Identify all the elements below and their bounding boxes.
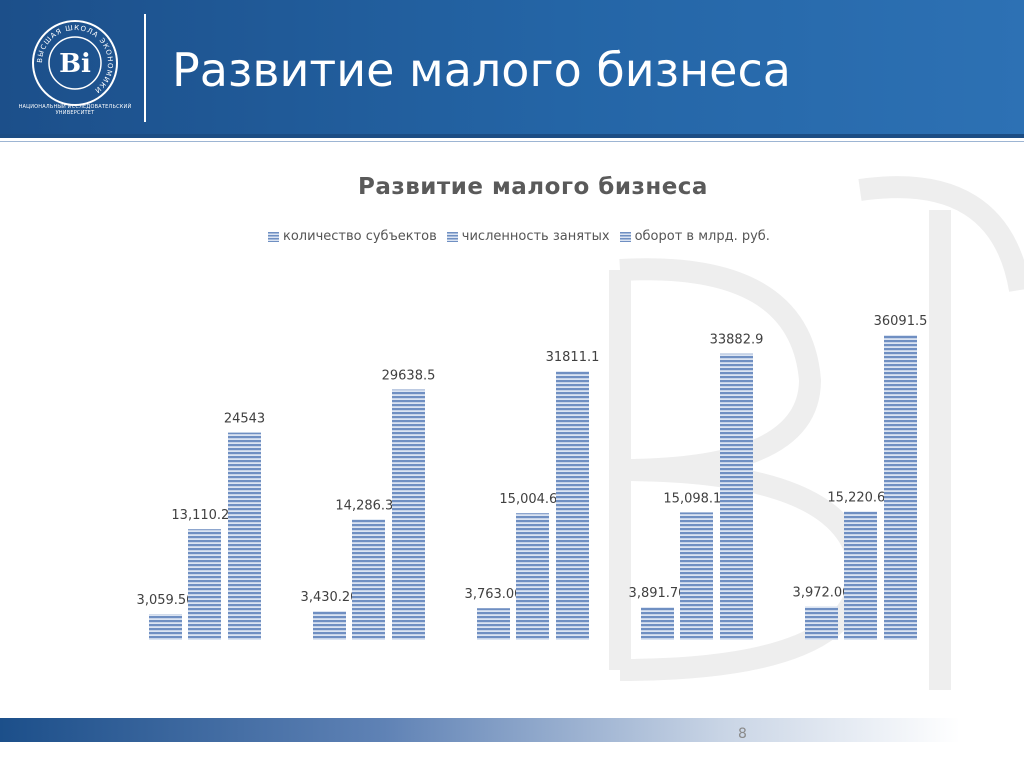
- data-label-series-1-group-4: 15,220.60: [827, 490, 893, 505]
- bar-series-2-group-2: [556, 371, 589, 640]
- data-label-series-2-group-1: 29638.5: [382, 369, 436, 384]
- legend-label: количество субъектов: [283, 229, 437, 244]
- data-label-series-2-group-4: 36091.5: [874, 314, 928, 329]
- legend-swatch: [268, 231, 279, 242]
- data-label-series-1-group-0: 13,110.20: [171, 508, 237, 523]
- bar-series-1-group-3: [680, 512, 713, 640]
- bar-series-0-group-0: [149, 614, 182, 640]
- bar-series-2-group-0: [228, 432, 261, 640]
- data-label-series-2-group-2: 31811.1: [546, 350, 600, 365]
- chart-title: Развитие малого бизнеса: [358, 174, 708, 200]
- bar-series-1-group-0: [188, 529, 221, 640]
- bar-series-0-group-2: [477, 608, 510, 640]
- legend-item-turnover: оборот в млрд. руб.: [619, 229, 770, 244]
- data-label-series-1-group-3: 15,098.10: [663, 491, 729, 506]
- data-label-series-0-group-3: 3,891.70: [629, 586, 687, 601]
- header-rule: [0, 134, 1024, 138]
- legend-swatch: [446, 231, 458, 242]
- data-label-series-1-group-1: 14,286.30: [335, 498, 401, 513]
- data-label-series-1-group-2: 15,004.60: [499, 492, 565, 507]
- university-logo-icon: ВЫСШАЯ ШКОЛА ЭКОНОМИКИ Ві: [32, 20, 118, 106]
- bar-series-0-group-3: [641, 607, 674, 640]
- legend-item-employed: численность занятых: [446, 229, 610, 244]
- bar-series-2-group-4: [884, 335, 917, 640]
- page-number: 8: [738, 726, 747, 742]
- data-label-series-0-group-0: 3,059.50: [137, 593, 195, 608]
- chart-legend: количество субъектов численность занятых…: [268, 229, 780, 244]
- bar-series-1-group-1: [352, 519, 385, 640]
- header-divider: [144, 14, 146, 122]
- data-label-series-2-group-3: 33882.9: [710, 333, 764, 348]
- data-label-series-0-group-2: 3,763.00: [465, 587, 523, 602]
- legend-label: численность занятых: [461, 229, 610, 244]
- bar-series-0-group-4: [805, 606, 838, 640]
- data-label-series-0-group-1: 3,430.20: [301, 590, 359, 605]
- data-label-series-2-group-0: 24543: [224, 412, 265, 427]
- footer-bar: [0, 718, 960, 742]
- bar-series-2-group-3: [720, 353, 753, 640]
- header-thin-rule: [0, 141, 1024, 142]
- bar-series-1-group-2: [516, 513, 549, 640]
- legend-label: оборот в млрд. руб.: [634, 229, 770, 244]
- header-band: [0, 0, 1024, 134]
- legend-swatch: [619, 231, 631, 242]
- bar-series-1-group-4: [844, 511, 877, 640]
- bar-series-2-group-1: [392, 389, 425, 640]
- data-label-series-0-group-4: 3,972.00: [793, 585, 851, 600]
- legend-item-subjects: количество субъектов: [268, 229, 437, 244]
- bar-series-0-group-1: [313, 611, 346, 640]
- logo-caption: НАЦИОНАЛЬНЫЙ ИССЛЕДОВАТЕЛЬСКИЙ УНИВЕРСИТ…: [18, 104, 132, 116]
- slide-title: Развитие малого бизнеса: [172, 43, 791, 97]
- logo-monogram: Ві: [59, 49, 91, 79]
